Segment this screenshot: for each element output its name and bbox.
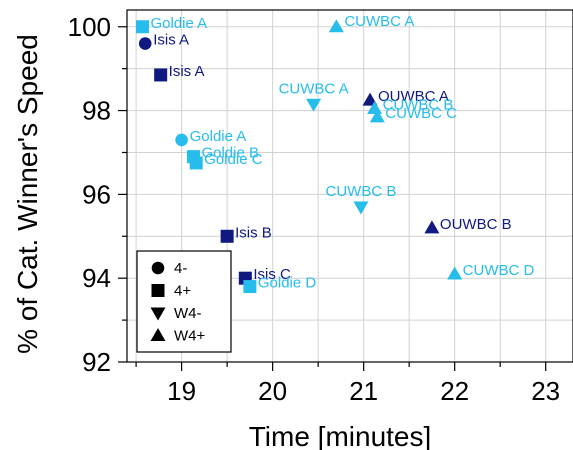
legend: 4- 4+ W4- W4+ [136,250,232,353]
y-tick-label: 98 [82,96,111,126]
data-label: Goldie B [201,145,259,162]
data-label: CUWBC C [385,105,457,122]
data-label: CUWBC B [383,96,454,113]
data-point-triangle-up [367,100,383,114]
data-point-circle [175,133,188,147]
x-tick-label: 22 [440,376,469,406]
x-tick-label: 19 [167,376,196,406]
data-point-circle [138,37,152,50]
y-axis-title: % of Cat. Winner's Speed [12,34,43,354]
x-tick-label: 20 [258,376,287,406]
data-label: Goldie A [190,128,247,145]
data-point-square [220,229,234,243]
axis-ticks: 19 20 21 22 23 92 94 96 98 100 [68,12,561,406]
data-label: CUWBC A [279,80,349,97]
legend-label: 4- [174,260,187,277]
legend-marker-triangle-up [150,328,166,341]
data-label: OUWBC A [378,88,449,105]
data-point-triangle-down [306,98,322,112]
data-point-triangle-down [353,201,369,215]
x-axis-title: Time [minutes] [249,421,432,450]
legend-marker-square [151,284,165,297]
data-point-square [189,156,203,170]
data-label: Goldie D [258,275,317,292]
data-point-triangle-up [447,266,463,280]
data-point-square [135,20,149,34]
legend-label: 4+ [174,283,191,300]
data-point-square [243,280,257,294]
y-tick-label: 96 [82,179,111,209]
data-point-triangle-up [424,220,440,234]
data-label: CUWBC D [463,262,535,279]
data-label: Goldie A [150,15,207,32]
legend-label: W4+ [174,328,206,345]
data-label: OUWBC B [440,216,512,233]
data-point-square [154,68,168,82]
y-tick-label: 92 [82,347,111,377]
data-label: Isis B [235,224,272,241]
x-tick-label: 21 [349,376,378,406]
legend-marker-triangle-down [150,307,166,321]
legend-marker-circle [151,261,165,275]
data-label: Isis C [253,266,291,283]
data-label: Isis A [169,63,205,80]
data-label: Goldie C [204,151,263,168]
plot-frame [126,9,573,363]
x-tick-label: 23 [531,376,560,406]
y-tick-label: 94 [82,263,111,293]
legend-label: W4- [174,305,202,322]
data-label: Isis A [153,32,189,49]
data-point-triangle-up [369,109,385,123]
data-label: CUWBC B [326,183,397,200]
data-point-triangle-up [362,92,378,106]
y-tick-label: 100 [68,12,111,42]
data-point-triangle-up [328,19,344,33]
data-label: CUWBC A [344,13,414,30]
